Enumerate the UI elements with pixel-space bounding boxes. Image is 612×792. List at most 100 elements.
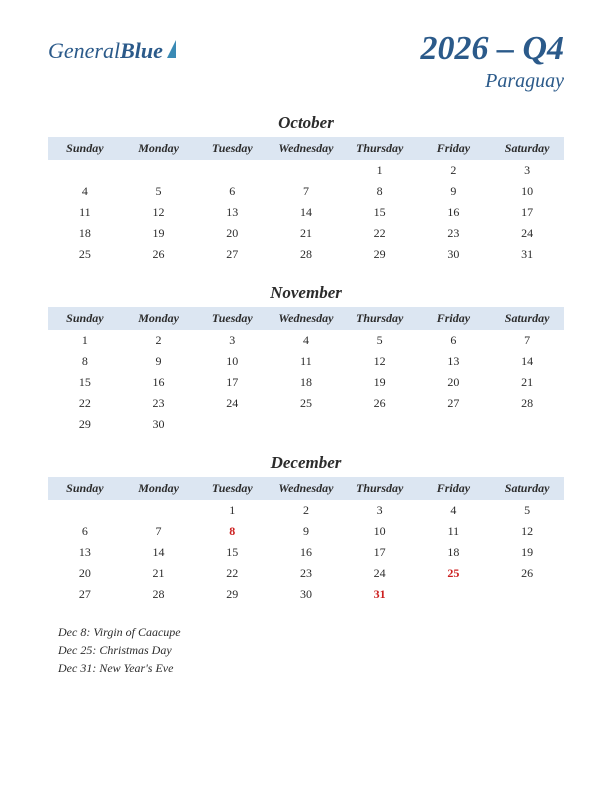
calendar-cell: 1 bbox=[48, 330, 122, 351]
day-header: Tuesday bbox=[195, 137, 269, 160]
calendar-cell: 7 bbox=[122, 521, 196, 542]
calendar-row: 2930 bbox=[48, 414, 564, 435]
calendar-cell: 16 bbox=[122, 372, 196, 393]
page-title: 2026 – Q4 bbox=[420, 30, 564, 68]
calendar-cell: 21 bbox=[122, 563, 196, 584]
month-name: October bbox=[48, 113, 564, 133]
calendar-cell: 21 bbox=[269, 223, 343, 244]
calendar-cell: 30 bbox=[269, 584, 343, 605]
calendar-cell: 26 bbox=[122, 244, 196, 265]
calendar-cell: 15 bbox=[48, 372, 122, 393]
calendar-cell: 5 bbox=[490, 500, 564, 521]
calendar-cell: 7 bbox=[490, 330, 564, 351]
calendar-cell: 9 bbox=[269, 521, 343, 542]
calendar-cell: 6 bbox=[195, 181, 269, 202]
calendar-cell: 18 bbox=[269, 372, 343, 393]
title-block: 2026 – Q4 Paraguay bbox=[420, 30, 564, 93]
day-header: Monday bbox=[122, 477, 196, 500]
calendar-row: 45678910 bbox=[48, 181, 564, 202]
calendar-cell bbox=[490, 414, 564, 435]
calendar-cell: 18 bbox=[417, 542, 491, 563]
month-name: December bbox=[48, 453, 564, 473]
calendar-cell bbox=[195, 414, 269, 435]
calendar-cell: 8 bbox=[48, 351, 122, 372]
calendar-cell: 9 bbox=[122, 351, 196, 372]
day-header: Thursday bbox=[343, 477, 417, 500]
calendar-cell: 31 bbox=[343, 584, 417, 605]
logo-word2: Blue bbox=[120, 38, 163, 63]
calendar-row: 13141516171819 bbox=[48, 542, 564, 563]
calendar-row: 20212223242526 bbox=[48, 563, 564, 584]
calendar-cell: 23 bbox=[417, 223, 491, 244]
calendar-cell: 12 bbox=[122, 202, 196, 223]
calendar-cell: 3 bbox=[195, 330, 269, 351]
calendar-cell: 13 bbox=[417, 351, 491, 372]
calendar-cell: 29 bbox=[48, 414, 122, 435]
calendar-row: 2728293031 bbox=[48, 584, 564, 605]
logo-text: GeneralBlue bbox=[48, 38, 163, 64]
calendar-cell: 12 bbox=[343, 351, 417, 372]
calendar-cell: 20 bbox=[195, 223, 269, 244]
calendar-cell: 27 bbox=[48, 584, 122, 605]
day-header: Saturday bbox=[490, 307, 564, 330]
day-header: Sunday bbox=[48, 477, 122, 500]
months-container: OctoberSundayMondayTuesdayWednesdayThurs… bbox=[48, 113, 564, 605]
calendar-table: SundayMondayTuesdayWednesdayThursdayFrid… bbox=[48, 307, 564, 435]
calendar-cell: 25 bbox=[48, 244, 122, 265]
calendar-cell: 1 bbox=[195, 500, 269, 521]
calendar-cell bbox=[417, 414, 491, 435]
calendar-cell: 16 bbox=[417, 202, 491, 223]
calendar-cell: 24 bbox=[343, 563, 417, 584]
month-block: October SundayMondayTuesdayWednesdayThurs… bbox=[48, 113, 564, 265]
holiday-entry: Dec 8: Virgin of Caacupe bbox=[58, 623, 564, 641]
day-header: Thursday bbox=[343, 137, 417, 160]
calendar-cell: 16 bbox=[269, 542, 343, 563]
calendar-table: SundayMondayTuesdayWednesdayThursdayFrid… bbox=[48, 137, 564, 265]
calendar-cell: 17 bbox=[343, 542, 417, 563]
calendar-cell: 14 bbox=[269, 202, 343, 223]
day-header: Wednesday bbox=[269, 477, 343, 500]
calendar-cell: 5 bbox=[122, 181, 196, 202]
calendar-cell: 22 bbox=[195, 563, 269, 584]
calendar-cell bbox=[195, 160, 269, 181]
calendar-cell bbox=[269, 160, 343, 181]
calendar-row: 1234567 bbox=[48, 330, 564, 351]
calendar-cell: 11 bbox=[417, 521, 491, 542]
day-header: Wednesday bbox=[269, 307, 343, 330]
calendar-cell: 11 bbox=[48, 202, 122, 223]
calendar-cell: 17 bbox=[195, 372, 269, 393]
calendar-cell: 28 bbox=[122, 584, 196, 605]
calendar-cell: 2 bbox=[269, 500, 343, 521]
holiday-list: Dec 8: Virgin of CaacupeDec 25: Christma… bbox=[48, 623, 564, 677]
calendar-cell: 13 bbox=[48, 542, 122, 563]
logo: GeneralBlue bbox=[48, 30, 176, 64]
calendar-cell: 22 bbox=[343, 223, 417, 244]
calendar-row: 22232425262728 bbox=[48, 393, 564, 414]
calendar-cell: 29 bbox=[195, 584, 269, 605]
calendar-cell: 19 bbox=[343, 372, 417, 393]
calendar-cell: 17 bbox=[490, 202, 564, 223]
day-header: Saturday bbox=[490, 477, 564, 500]
calendar-cell: 8 bbox=[343, 181, 417, 202]
calendar-table: SundayMondayTuesdayWednesdayThursdayFrid… bbox=[48, 477, 564, 605]
calendar-cell: 2 bbox=[122, 330, 196, 351]
calendar-cell: 23 bbox=[122, 393, 196, 414]
calendar-cell: 27 bbox=[417, 393, 491, 414]
day-header: Monday bbox=[122, 137, 196, 160]
calendar-cell: 28 bbox=[269, 244, 343, 265]
calendar-cell: 5 bbox=[343, 330, 417, 351]
holiday-entry: Dec 31: New Year's Eve bbox=[58, 659, 564, 677]
day-header: Friday bbox=[417, 137, 491, 160]
logo-word1: General bbox=[48, 38, 120, 63]
calendar-cell: 28 bbox=[490, 393, 564, 414]
calendar-cell: 12 bbox=[490, 521, 564, 542]
calendar-cell: 1 bbox=[343, 160, 417, 181]
calendar-row: 6789101112 bbox=[48, 521, 564, 542]
calendar-cell: 19 bbox=[122, 223, 196, 244]
calendar-cell: 8 bbox=[195, 521, 269, 542]
calendar-cell: 25 bbox=[269, 393, 343, 414]
page-subtitle: Paraguay bbox=[420, 70, 564, 93]
day-header: Monday bbox=[122, 307, 196, 330]
calendar-cell: 4 bbox=[48, 181, 122, 202]
calendar-cell: 26 bbox=[343, 393, 417, 414]
